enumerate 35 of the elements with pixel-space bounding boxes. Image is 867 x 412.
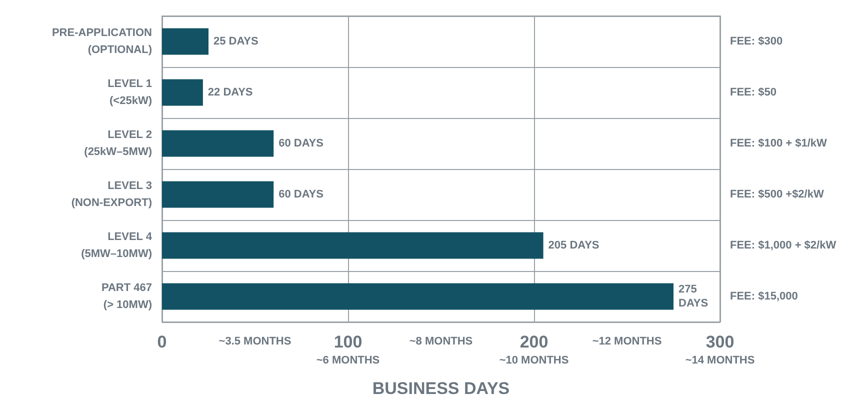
text: ~3.5 MONTHS xyxy=(218,336,292,348)
text: ~14 MONTHS xyxy=(685,354,755,366)
y-tick-label: PART 467 (> 10MW) xyxy=(101,282,152,311)
x-tick-label: 300 xyxy=(706,332,734,352)
text: FEE: $500 +$2/kW xyxy=(730,188,824,200)
data-label: 22 DAYS xyxy=(208,86,253,98)
text: ~8 MONTHS xyxy=(409,336,473,348)
data-label: 275 DAYS xyxy=(678,284,708,310)
y-tick-label: LEVEL 4 (5MW–10MW) xyxy=(81,231,153,260)
x-tick-label: 100 xyxy=(334,332,362,352)
y-tick-label: LEVEL 1 (<25kW) xyxy=(108,78,152,107)
y-tick-label: PRE-APPLICATION (OPTIONAL) xyxy=(52,27,152,56)
text: FEE: $1,000 + $2/kW xyxy=(730,240,837,252)
bar xyxy=(162,232,544,259)
bar xyxy=(162,28,208,55)
bar xyxy=(162,181,274,208)
data-label: 60 DAYS xyxy=(278,188,324,200)
x-tick-label: 0 xyxy=(157,332,167,352)
text: FEE: $300 xyxy=(730,36,783,48)
text: FEE: $100 + $1/kW xyxy=(730,138,828,150)
bar xyxy=(162,283,674,310)
y-tick-label: LEVEL 2 (25kW–5MW) xyxy=(84,129,152,158)
bar xyxy=(162,130,274,157)
x-tick-label: 200 xyxy=(520,332,548,352)
y-tick-label: LEVEL 3 (NON-EXPORT) xyxy=(71,180,152,209)
text: ~10 MONTHS xyxy=(499,354,569,366)
text: FEE: $15,000 xyxy=(730,290,798,302)
x-axis-title: BUSINESS DAYS xyxy=(372,379,510,398)
text: ~12 MONTHS xyxy=(592,336,662,348)
text: ~6 MONTHS xyxy=(316,354,380,366)
data-label: 60 DAYS xyxy=(278,138,324,150)
data-label: 205 DAYS xyxy=(548,240,600,252)
data-label: 25 DAYS xyxy=(214,36,258,48)
text: FEE: $50 xyxy=(730,86,776,98)
bar xyxy=(162,79,203,106)
